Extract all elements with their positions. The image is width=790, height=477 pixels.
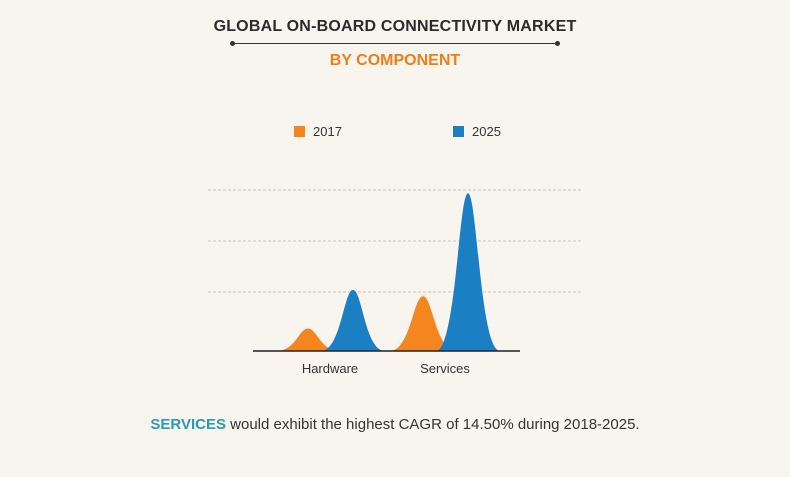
title-divider [230,41,560,46]
caption-highlight: SERVICES [150,416,226,433]
legend-label-2017: 2017 [313,124,342,139]
chart-subtitle: BY COMPONENT [329,52,461,69]
peak-services-2025 [435,193,501,351]
caption-text: would exhibit the highest CAGR of 14.50%… [225,416,640,433]
legend-item-2017: 2017 [294,124,342,139]
legend-item-2025: 2025 [453,124,501,139]
legend-swatch-2025 [453,126,464,137]
legend-swatch-2017 [294,126,305,137]
peak-hardware-2017 [275,328,341,351]
peak-services-2017 [389,296,457,351]
x-tick-label-hardware: Hardware [302,361,358,376]
chart-title: GLOBAL ON-BOARD CONNECTIVITY MARKET [213,18,577,35]
peak-hardware-2025 [320,289,386,351]
x-tick-label-services: Services [420,361,470,376]
chart-caption: SERVICES would exhibit the highest CAGR … [0,416,790,433]
legend-label-2025: 2025 [472,124,501,139]
